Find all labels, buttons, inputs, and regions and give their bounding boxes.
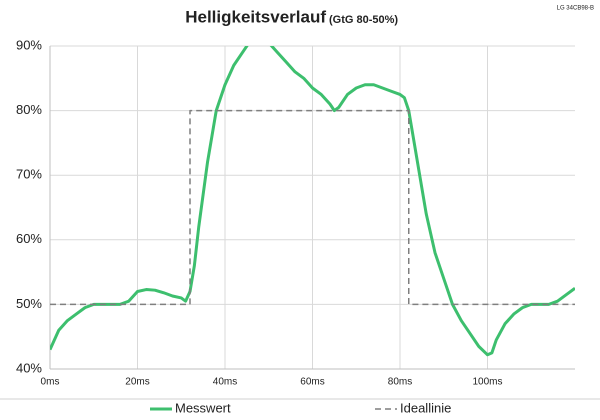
legend-label: Ideallinie: [400, 400, 451, 415]
annotation: LG 34CB98-B: [557, 6, 594, 12]
legend-label: Messwert: [175, 400, 231, 415]
x-tick-label: 60ms: [300, 377, 324, 388]
y-tick-label: 80%: [16, 102, 42, 117]
y-tick-label: 50%: [16, 296, 42, 311]
y-tick-label: 70%: [16, 167, 42, 182]
x-tick-label: 0ms: [41, 377, 60, 388]
y-tick-label: 40%: [16, 360, 42, 375]
series-line: [50, 109, 575, 306]
chart-title: Helligkeitsverlauf: [185, 7, 326, 26]
x-tick-label: 20ms: [125, 377, 149, 388]
x-tick-label: 80ms: [388, 377, 412, 388]
chart-subtitle: (GtG 80-50%): [329, 14, 398, 26]
y-tick-label: 90%: [16, 37, 42, 52]
x-tick-label: 40ms: [213, 377, 237, 388]
y-tick-label: 60%: [16, 231, 42, 246]
series-line: [50, 46, 575, 357]
x-tick-label: 100ms: [472, 377, 502, 388]
